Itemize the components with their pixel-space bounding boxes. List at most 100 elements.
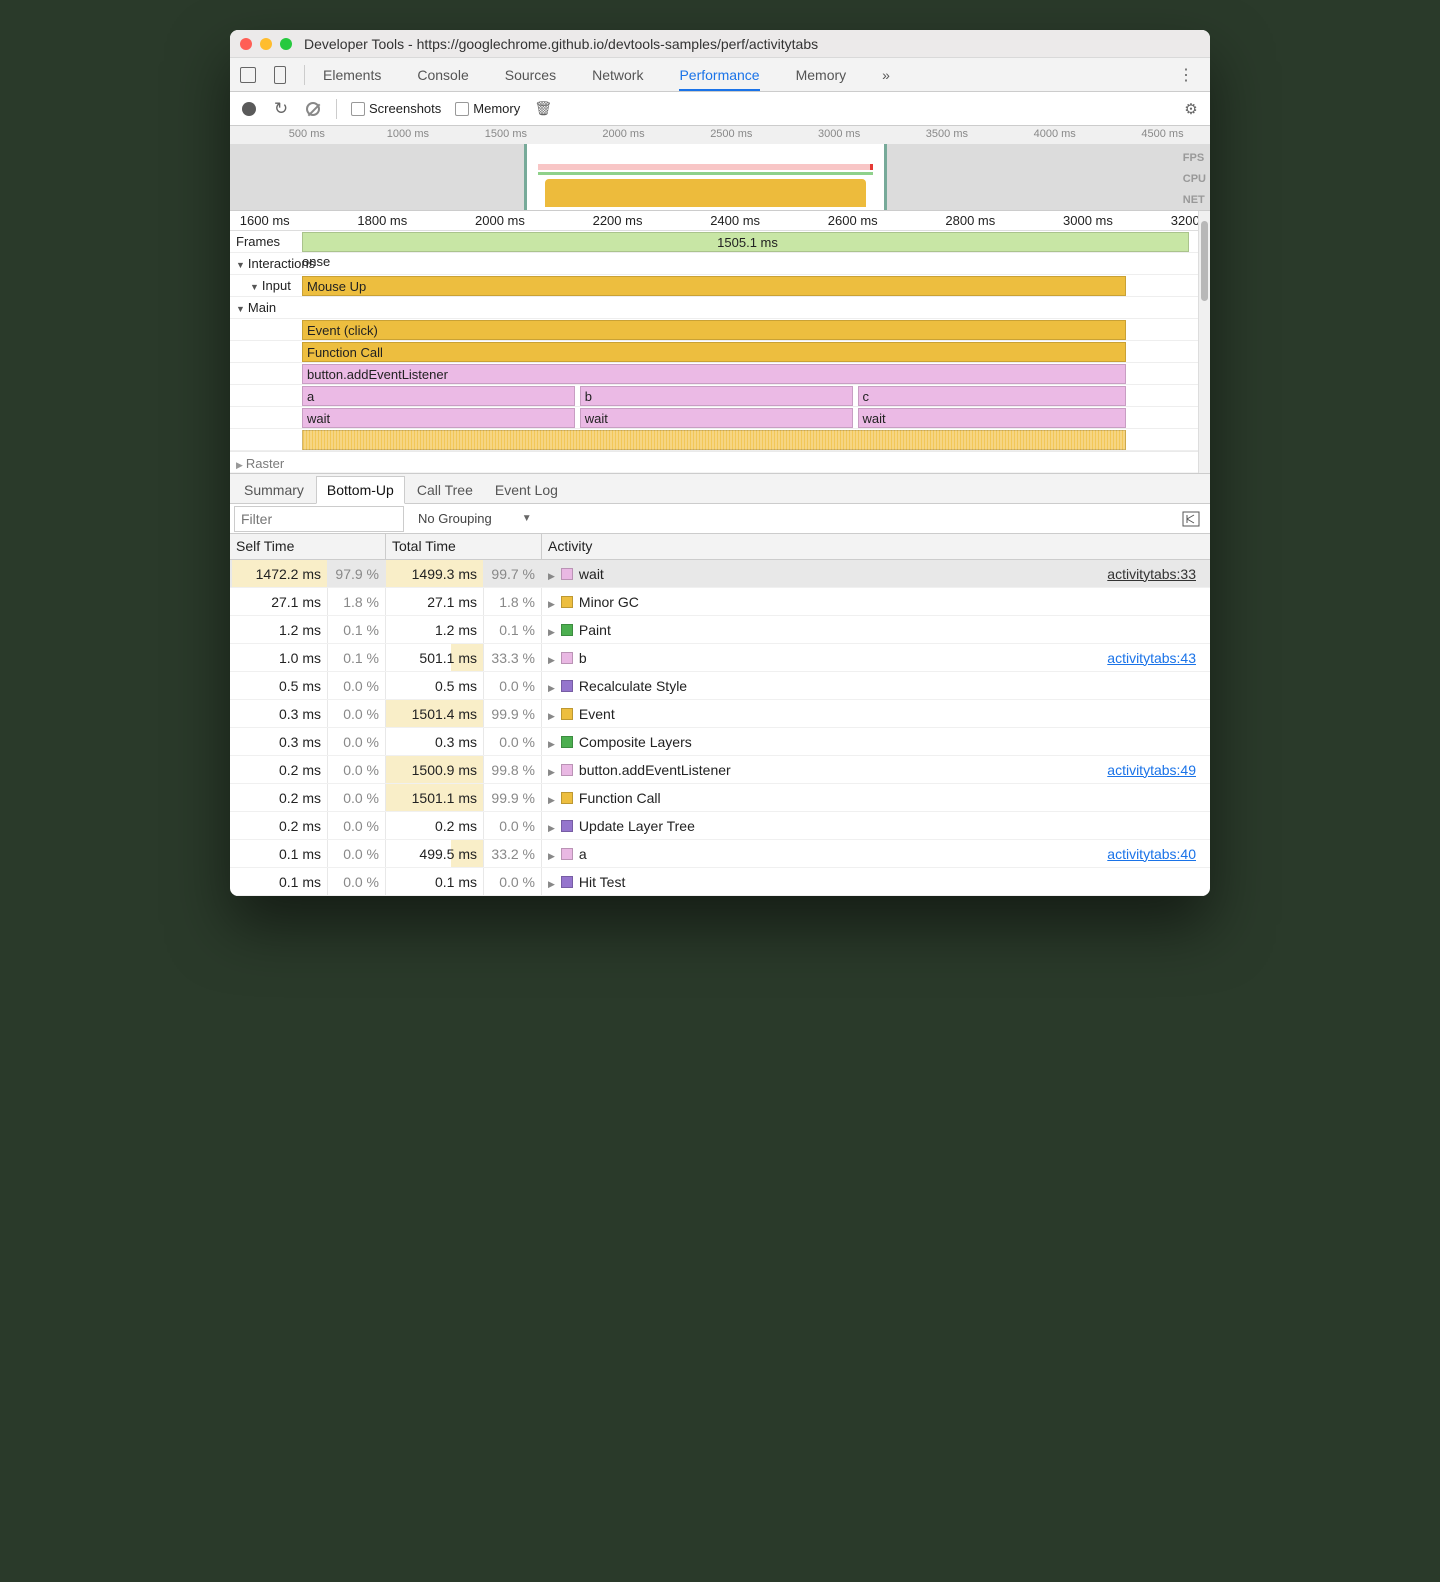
ms-cell: 0.1 ms [386, 868, 484, 895]
subtab-bottom-up[interactable]: Bottom-Up [316, 476, 405, 504]
expand-icon[interactable] [548, 594, 555, 610]
subtab-event-log[interactable]: Event Log [485, 477, 568, 503]
expand-icon[interactable] [548, 650, 555, 666]
timeline-scrollbar[interactable] [1198, 211, 1210, 473]
activity-cell: Minor GC [542, 594, 1210, 610]
flame-bar[interactable]: wait [302, 408, 575, 428]
flame-bar[interactable]: b [580, 386, 853, 406]
color-swatch [561, 596, 573, 608]
source-link[interactable]: activitytabs:43 [1107, 650, 1204, 666]
tab-sources[interactable]: Sources [505, 67, 556, 83]
expand-icon[interactable] [548, 566, 555, 582]
flame-bar[interactable]: Function Call [302, 342, 1126, 362]
flame-bar[interactable] [302, 430, 1126, 450]
settings-icon[interactable] [1182, 100, 1200, 118]
overview-mem-strip [538, 172, 873, 175]
filter-input[interactable] [234, 506, 404, 532]
pct-cell: 1.8 % [484, 588, 542, 615]
expand-icon[interactable] [548, 790, 555, 806]
expand-icon[interactable] [548, 622, 555, 638]
flame-bar[interactable]: Event (click) [302, 320, 1126, 340]
table-row[interactable]: 1.2 ms0.1 %1.2 ms0.1 %Paint [230, 616, 1210, 644]
flame-chart[interactable]: 1600 ms1800 ms2000 ms2200 ms2400 ms2600 … [230, 211, 1210, 473]
table-row[interactable]: 0.3 ms0.0 %0.3 ms0.0 %Composite Layers [230, 728, 1210, 756]
filter-bar: No Grouping [230, 504, 1210, 534]
table-row[interactable]: 0.2 ms0.0 %1500.9 ms99.8 %button.addEven… [230, 756, 1210, 784]
flame-bar[interactable]: wait [580, 408, 853, 428]
trash-icon[interactable] [534, 100, 552, 118]
source-link[interactable]: activitytabs:40 [1107, 846, 1204, 862]
flame-bar[interactable]: wait [858, 408, 1127, 428]
activity-name: Paint [579, 622, 611, 638]
expand-icon[interactable] [548, 734, 555, 750]
tab-memory[interactable]: Memory [796, 67, 847, 83]
analysis-tabs: SummaryBottom-UpCall TreeEvent Log [230, 474, 1210, 504]
overview-strip[interactable]: 500 ms1000 ms1500 ms2000 ms2500 ms3000 m… [230, 126, 1210, 211]
table-row[interactable]: 1472.2 ms97.9 %1499.3 ms99.7 %waitactivi… [230, 560, 1210, 588]
close-icon[interactable] [240, 38, 252, 50]
table-row[interactable]: 0.2 ms0.0 %0.2 ms0.0 %Update Layer Tree [230, 812, 1210, 840]
device-toggle-icon[interactable] [274, 66, 286, 84]
tab-network[interactable]: Network [592, 67, 643, 83]
tab-elements[interactable]: Elements [323, 67, 381, 83]
expand-icon[interactable] [548, 762, 555, 778]
table-row[interactable]: 0.1 ms0.0 %499.5 ms33.2 %aactivitytabs:4… [230, 840, 1210, 868]
activity-name: Update Layer Tree [579, 818, 695, 834]
subtab-call-tree[interactable]: Call Tree [407, 477, 483, 503]
grouping-dropdown[interactable]: No Grouping [408, 511, 542, 526]
color-swatch [561, 652, 573, 664]
ms-cell: 1501.4 ms [386, 700, 484, 727]
table-row[interactable]: 0.5 ms0.0 %0.5 ms0.0 %Recalculate Style [230, 672, 1210, 700]
inspect-icon[interactable] [240, 67, 256, 83]
interactions-row[interactable]: Interactions onse [230, 253, 1210, 275]
flame-bar[interactable]: c [858, 386, 1127, 406]
tab-console[interactable]: Console [417, 67, 468, 83]
main-header-row[interactable]: Main [230, 297, 1210, 319]
activity-name: a [579, 846, 587, 862]
pct-cell: 0.0 % [328, 700, 386, 727]
expand-icon[interactable] [548, 678, 555, 694]
overview-selection[interactable] [524, 144, 887, 210]
source-link[interactable]: activitytabs:49 [1107, 762, 1204, 778]
table-row[interactable]: 0.1 ms0.0 %0.1 ms0.0 %Hit Test [230, 868, 1210, 896]
clear-button[interactable] [304, 100, 322, 118]
reload-button[interactable] [272, 100, 290, 118]
expand-icon[interactable] [548, 846, 555, 862]
main-tabbar: Elements Console Sources Network Performance… [230, 58, 1210, 92]
record-button[interactable] [240, 100, 258, 118]
table-row[interactable]: 27.1 ms1.8 %27.1 ms1.8 %Minor GC [230, 588, 1210, 616]
input-row[interactable]: Input Mouse Up [230, 275, 1210, 297]
expand-icon[interactable] [548, 706, 555, 722]
overview-tick: 1500 ms [485, 128, 527, 140]
table-row[interactable]: 1.0 ms0.1 %501.1 ms33.3 %bactivitytabs:4… [230, 644, 1210, 672]
table-row[interactable]: 0.2 ms0.0 %1501.1 ms99.9 %Function Call [230, 784, 1210, 812]
minimize-icon[interactable] [260, 38, 272, 50]
memory-toggle[interactable]: Memory [455, 101, 520, 117]
flame-bar[interactable]: button.addEventListener [302, 364, 1126, 384]
header-self-time[interactable]: Self Time [230, 534, 386, 559]
raster-row[interactable]: Raster [230, 451, 1210, 473]
expand-icon[interactable] [548, 818, 555, 834]
frame-bar[interactable]: 1505.1 ms [302, 232, 1189, 252]
input-bar[interactable]: Mouse Up [302, 276, 1126, 296]
source-link[interactable]: activitytabs:33 [1107, 566, 1204, 582]
header-activity[interactable]: Activity [542, 534, 1210, 559]
pct-cell: 0.0 % [328, 812, 386, 839]
tab-performance[interactable]: Performance [679, 67, 759, 91]
header-total-time[interactable]: Total Time [386, 534, 542, 559]
pct-cell: 0.0 % [484, 728, 542, 755]
show-timeline-icon[interactable] [1182, 511, 1200, 527]
table-row[interactable]: 0.3 ms0.0 %1501.4 ms99.9 %Event [230, 700, 1210, 728]
screenshots-toggle[interactable]: Screenshots [351, 101, 441, 117]
activity-name: b [579, 650, 587, 666]
pct-cell: 99.9 % [484, 700, 542, 727]
pct-cell: 99.9 % [484, 784, 542, 811]
zoom-icon[interactable] [280, 38, 292, 50]
more-tabs-icon[interactable]: » [882, 67, 890, 83]
subtab-summary[interactable]: Summary [234, 477, 314, 503]
kebab-menu-icon[interactable]: ⋮ [1172, 65, 1200, 85]
flame-row: button.addEventListener [230, 363, 1210, 385]
expand-icon[interactable] [548, 874, 555, 890]
flame-bar[interactable]: a [302, 386, 575, 406]
overview-cpu-strip [545, 179, 866, 207]
